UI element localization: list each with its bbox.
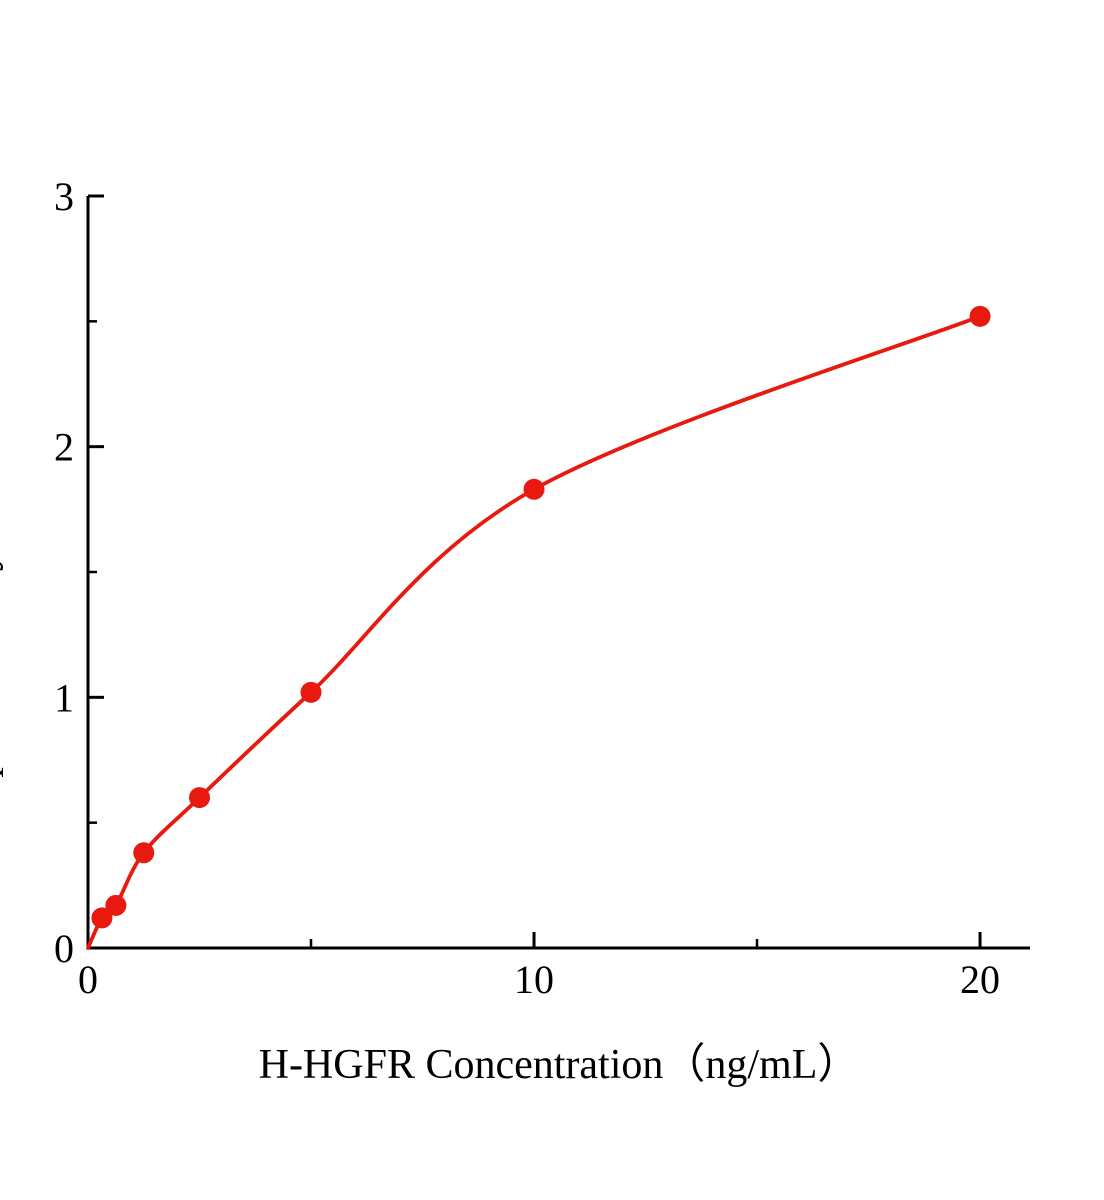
- x-tick-label: 10: [514, 957, 554, 1002]
- y-axis-label: Option Density（450nm）: [0, 349, 4, 809]
- data-point: [969, 305, 991, 327]
- y-tick-label: 1: [54, 675, 74, 720]
- x-axis-label: H-HGFR Concentration（ng/mL）: [258, 1042, 860, 1088]
- fit-curve: [86, 314, 982, 950]
- data-point: [91, 907, 113, 929]
- x-tick-label: 20: [960, 957, 1000, 1002]
- data-point: [523, 478, 545, 500]
- x-tick-label: 0: [78, 957, 98, 1002]
- data-point: [105, 894, 127, 916]
- y-tick-label: 0: [54, 926, 74, 971]
- data-point: [189, 787, 211, 809]
- y-tick-label: 2: [54, 425, 74, 470]
- data-point: [300, 681, 322, 703]
- y-tick-label: 3: [54, 174, 74, 219]
- data-point: [133, 842, 155, 864]
